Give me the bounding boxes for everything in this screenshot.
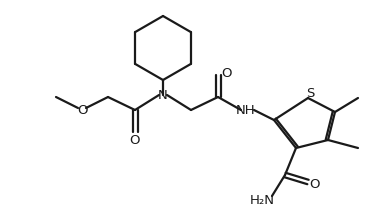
Text: H₂N: H₂N	[249, 194, 274, 206]
Text: N: N	[158, 89, 168, 102]
Text: NH: NH	[236, 104, 256, 116]
Text: O: O	[77, 104, 87, 116]
Text: S: S	[306, 87, 314, 99]
Text: O: O	[310, 177, 320, 191]
Text: O: O	[221, 66, 231, 80]
Text: O: O	[130, 135, 140, 148]
